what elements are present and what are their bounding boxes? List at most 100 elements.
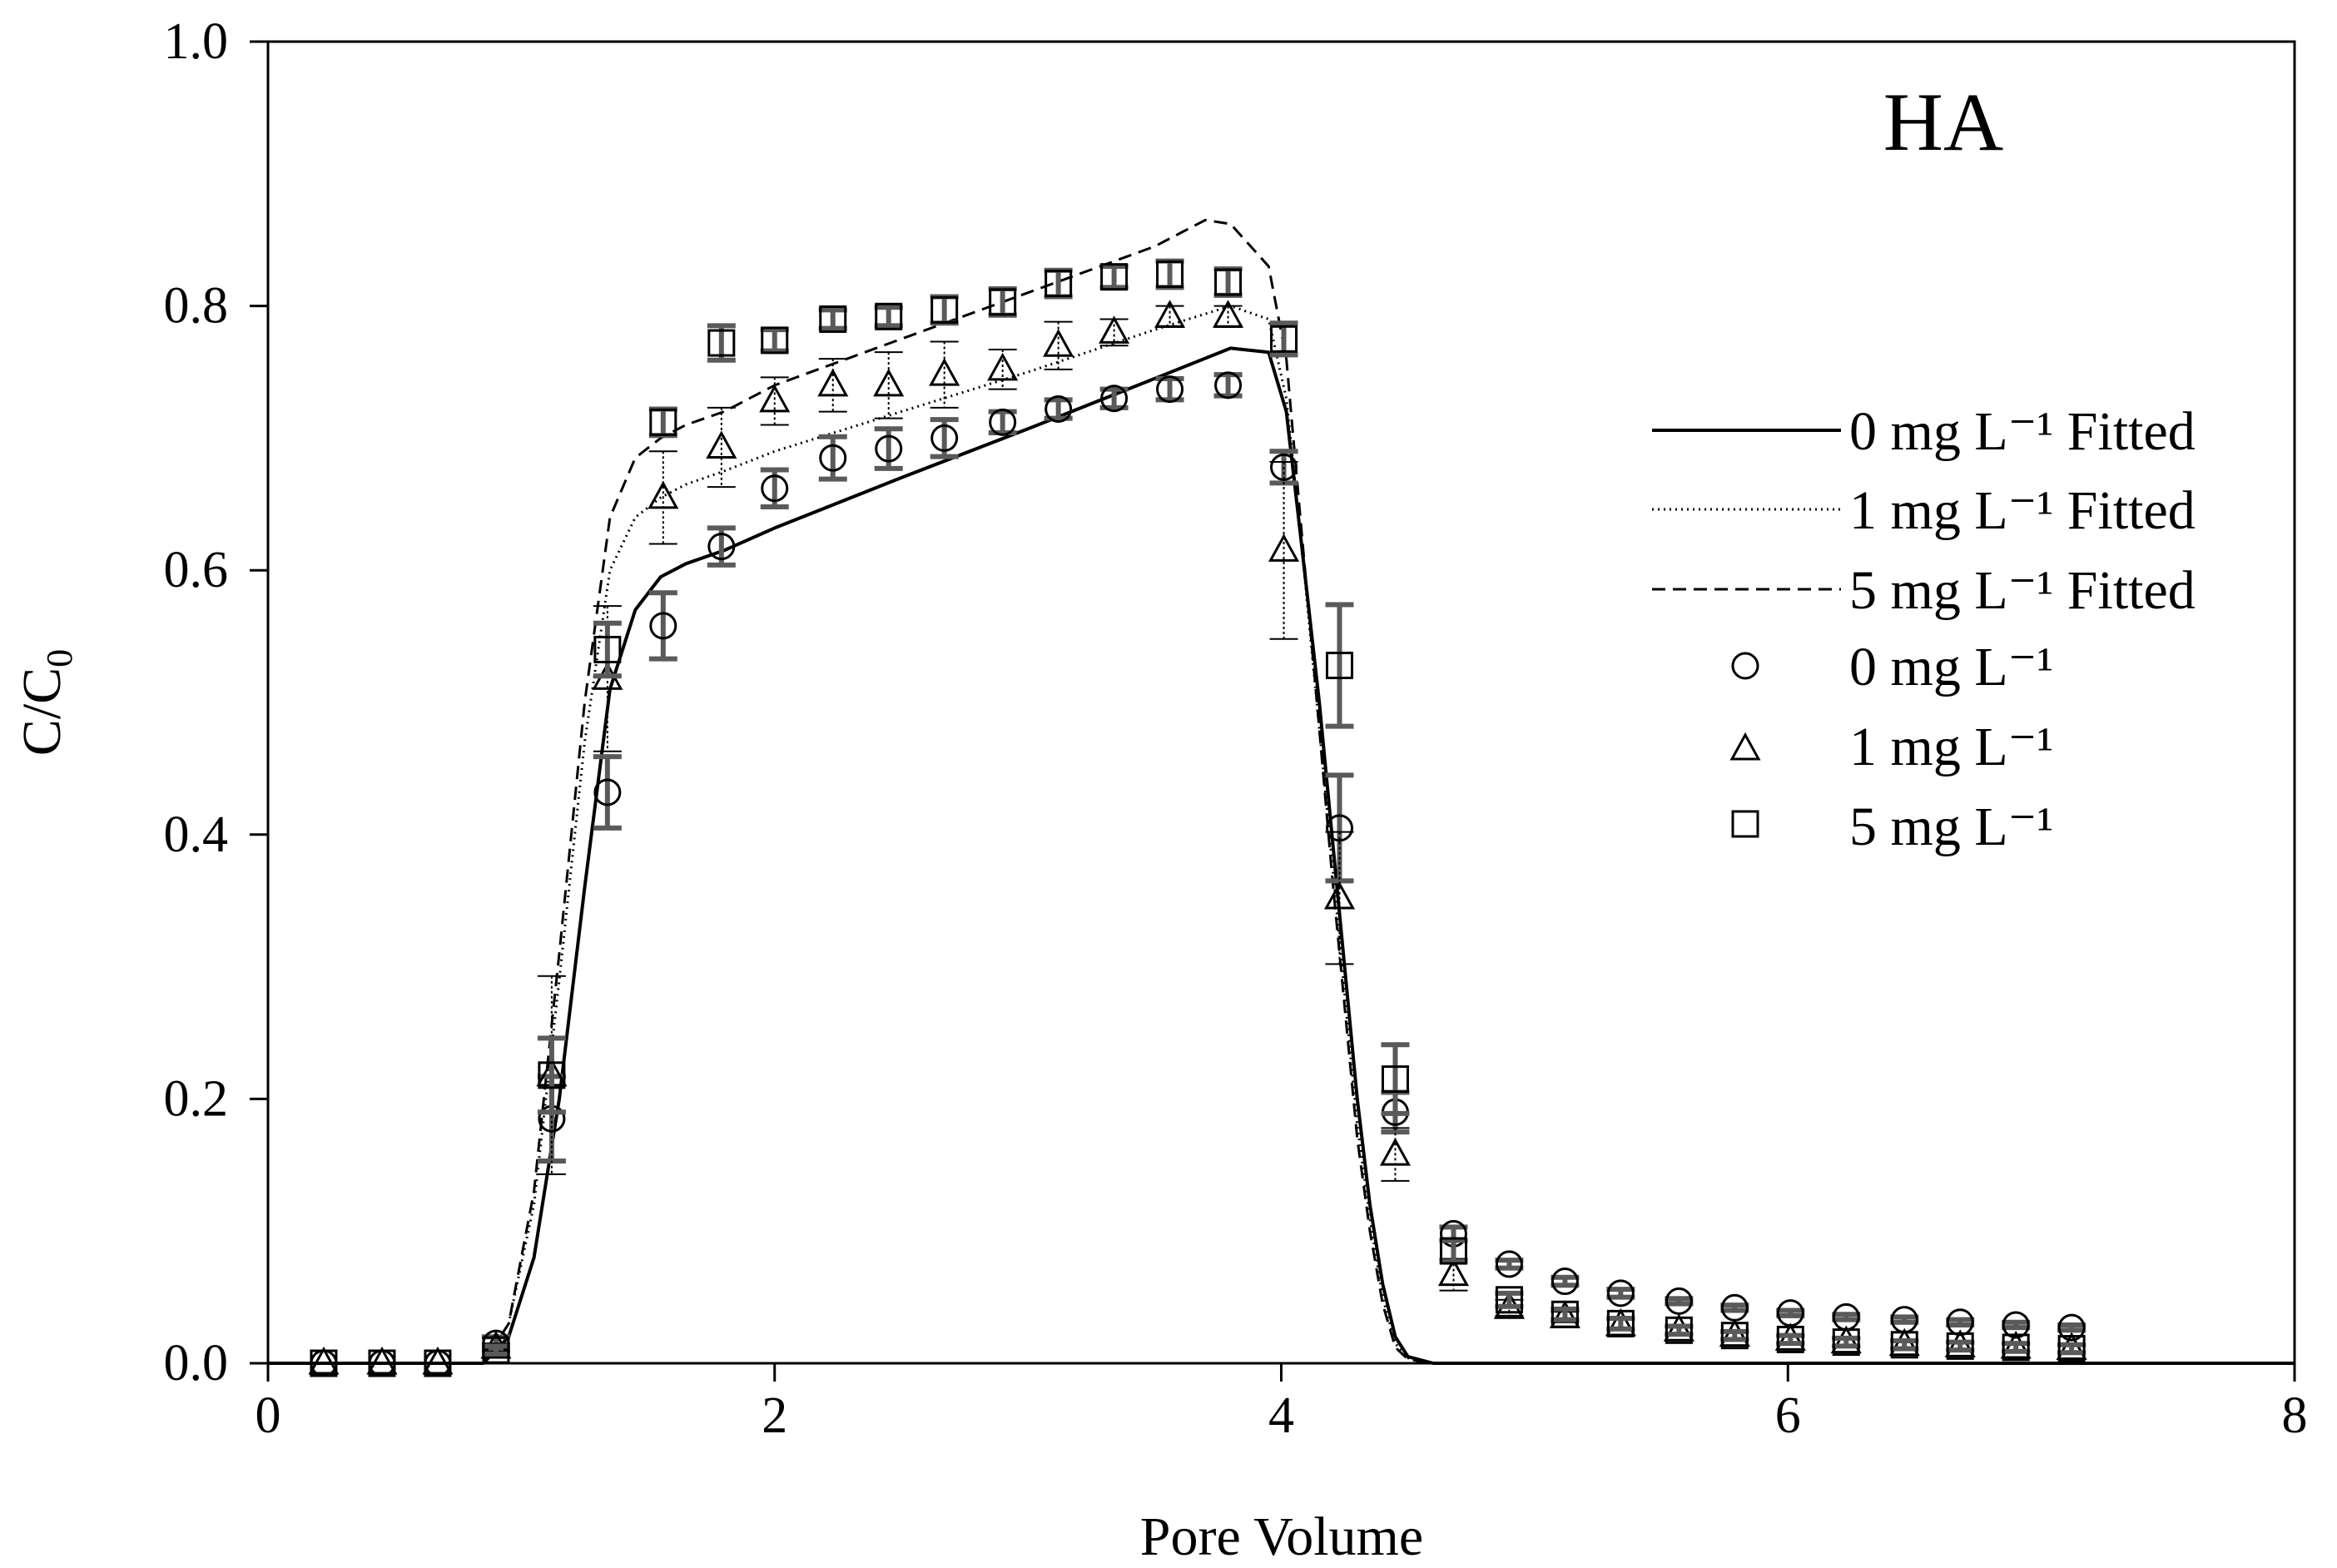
data-point-circle	[930, 424, 959, 452]
y-axis-title: C/C0	[12, 649, 80, 756]
y-axis-title-main: C/C	[12, 667, 72, 756]
x-tick-label-6: 6	[1775, 1387, 1801, 1444]
data-point-square	[1381, 1065, 1409, 1094]
data-point-square	[1665, 1316, 1693, 1344]
plot-area-frame	[266, 40, 2296, 1365]
data-point-square	[1832, 1328, 1860, 1357]
data-point-circle	[1270, 453, 1298, 481]
x-tick-label-4: 4	[1268, 1387, 1294, 1444]
data-point-triangle	[929, 358, 960, 386]
data-point-square	[649, 408, 677, 436]
y-tick-label-0: 0.0	[164, 1335, 229, 1392]
legend-label-0-observed: 0 mg L⁻¹	[1849, 637, 2053, 697]
data-point-square	[1156, 260, 1184, 288]
data-point-square	[930, 295, 959, 324]
data-point-triangle	[759, 384, 791, 413]
legend: 0 mg L⁻¹ Fitted 1 mg L⁻¹ Fitted 5 mg L⁻¹…	[1652, 401, 2196, 857]
y-tick-label-4: 0.8	[164, 278, 229, 335]
data-point-circle	[1326, 814, 1354, 842]
y-tick-label-3: 0.6	[164, 542, 229, 598]
fitted-lines-layer	[268, 218, 2295, 1365]
data-point-circle	[1100, 385, 1129, 413]
data-point-circle	[761, 474, 789, 503]
legend-circle-marker	[1731, 652, 1759, 680]
legend-label-5-observed: 5 mg L⁻¹	[1849, 796, 2053, 857]
data-point-triangle	[1213, 300, 1244, 328]
data-point-circle	[819, 444, 847, 472]
fitted-line-dashed	[268, 218, 2295, 1365]
y-tick-label-1: 0.2	[164, 1070, 229, 1127]
data-point-square	[761, 326, 789, 355]
data-point-square	[2057, 1335, 2086, 1363]
data-point-square	[1100, 263, 1129, 291]
data-point-square	[1214, 268, 1243, 296]
data-point-square	[1776, 1325, 1804, 1353]
data-point-square	[310, 1349, 338, 1377]
data-point-square	[1720, 1322, 1749, 1350]
data-point-triangle	[817, 368, 849, 397]
x-tick-label-0: 0	[256, 1387, 281, 1444]
data-point-square	[593, 635, 622, 663]
x-tick-label-2: 2	[762, 1387, 787, 1444]
data-point-square	[1270, 325, 1298, 353]
data-point-triangle	[1099, 315, 1130, 344]
data-point-circle	[875, 434, 903, 463]
data-point-circle	[1044, 394, 1073, 423]
legend-label-1-observed: 1 mg L⁻¹	[1849, 717, 2053, 777]
data-point-square	[1946, 1332, 1974, 1360]
y-axis-title-subscript: 0	[39, 649, 80, 667]
data-point-square	[1326, 652, 1354, 680]
data-point-square	[538, 1061, 566, 1089]
data-point-square	[482, 1336, 510, 1364]
data-point-triangle	[1043, 329, 1074, 357]
data-point-square	[707, 329, 736, 357]
observed-points-layer	[308, 258, 2087, 1377]
data-point-square	[819, 305, 847, 333]
fitted-line-solid	[268, 346, 2295, 1365]
data-point-triangle	[706, 430, 737, 459]
x-tick-label-8: 8	[2282, 1387, 2308, 1444]
data-point-triangle	[308, 1346, 340, 1375]
data-point-triangle	[1268, 533, 1300, 562]
data-point-triangle	[1379, 1137, 1412, 1166]
data-point-square	[1551, 1300, 1579, 1328]
y-tick-label-5: 1.0	[164, 13, 229, 70]
legend-label-5-fitted: 5 mg L⁻¹ Fitted	[1849, 560, 2196, 621]
data-point-square	[1606, 1309, 1635, 1337]
data-point-square	[989, 288, 1017, 316]
data-point-triangle	[366, 1346, 398, 1375]
data-point-circle	[2002, 1311, 2030, 1339]
data-point-triangle	[873, 368, 905, 397]
data-point-triangle	[1437, 1258, 1470, 1287]
data-point-circle	[649, 612, 677, 640]
data-point-triangle	[422, 1346, 454, 1375]
data-point-circle	[707, 533, 736, 561]
data-point-circle	[593, 778, 622, 806]
data-point-square	[1890, 1331, 1918, 1359]
data-point-circle	[1156, 375, 1184, 404]
data-point-triangle	[987, 352, 1019, 381]
fitted-line-dotted	[268, 305, 2295, 1365]
y-tick-label-2: 0.4	[164, 806, 229, 863]
data-point-circle	[1551, 1268, 1579, 1296]
data-point-square	[2002, 1333, 2030, 1362]
legend-label-0-fitted: 0 mg L⁻¹ Fitted	[1849, 401, 2196, 462]
data-point-square	[424, 1349, 452, 1377]
data-point-square	[1044, 270, 1073, 298]
data-point-triangle	[1323, 881, 1356, 910]
axis-ticks-layer: 0 2 4 6 8 0.0 0.2 0.4 0.6 0.8 1.0	[164, 13, 2308, 1444]
data-point-square	[875, 302, 903, 330]
data-point-triangle	[648, 480, 679, 509]
legend-square-marker	[1731, 810, 1759, 838]
data-point-triangle	[1154, 300, 1186, 328]
legend-triangle-marker	[1729, 732, 1761, 761]
x-axis-title: Pore Volume	[1140, 1506, 1423, 1567]
panel-label: HA	[1883, 76, 2003, 168]
data-point-circle	[989, 408, 1017, 436]
data-point-circle	[1495, 1250, 1523, 1278]
data-point-square	[1439, 1237, 1467, 1265]
data-point-circle	[2057, 1313, 2086, 1342]
legend-label-1-fitted: 1 mg L⁻¹ Fitted	[1849, 480, 2196, 541]
data-point-circle	[1606, 1279, 1635, 1307]
